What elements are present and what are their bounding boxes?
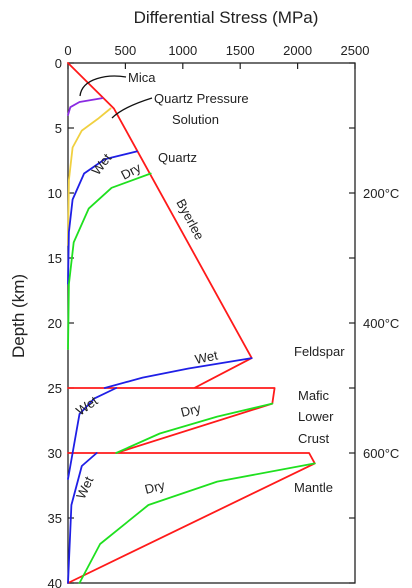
quartz-pressure-solution-leader-line <box>111 97 153 119</box>
y-tick-label: 20 <box>48 316 62 331</box>
annotation-label: Quartz Pressure <box>154 91 249 106</box>
annotation-label: Mica <box>128 70 156 85</box>
annotation-label: Mantle <box>294 480 333 495</box>
plot-area: 0 500 1000 1500 2000 2500 0 5 10 15 20 25 30 35 40 200°… <box>48 43 400 588</box>
series-line-blue <box>67 452 98 584</box>
annotation-label: Byerlee <box>173 196 207 242</box>
annotation-label: Dry <box>118 160 143 183</box>
y-tick-label: 10 <box>48 186 62 201</box>
annotation-label: Quartz <box>158 150 197 165</box>
x-tick-label: 2500 <box>341 43 370 58</box>
series-line-blue <box>67 387 118 480</box>
annotation-label: Wet <box>194 347 220 367</box>
x-tick-label: 1000 <box>168 43 197 58</box>
y-tick-label: 30 <box>48 446 62 461</box>
annotation-label: Crust <box>298 431 329 446</box>
y-tick-label: 5 <box>55 121 62 136</box>
mica-leader-line <box>79 75 127 97</box>
series-line-blue <box>103 357 253 389</box>
chart-title: Differential Stress (MPa) <box>134 8 319 27</box>
annotation-label: Feldspar <box>294 344 345 359</box>
series-line-green <box>67 172 152 350</box>
series-line-yellow <box>67 107 112 246</box>
series-line-red <box>67 62 316 584</box>
annotation-label: Dry <box>179 400 203 420</box>
series-line-green <box>78 462 316 584</box>
temperature-label: 400°C <box>363 316 399 331</box>
y-tick-label: 0 <box>55 56 62 71</box>
x-tick-label: 500 <box>115 43 137 58</box>
annotation-label: Wet <box>89 150 115 178</box>
annotation-label: Dry <box>143 477 167 497</box>
annotation-label: Lower <box>298 409 334 424</box>
temperature-label: 600°C <box>363 446 399 461</box>
temperature-label: 200°C <box>363 186 399 201</box>
series-line-purple <box>67 97 104 116</box>
plot-frame <box>67 62 356 584</box>
series-line-green <box>115 402 274 454</box>
annotation-label: Solution <box>172 112 219 127</box>
y-tick-label: 40 <box>48 576 62 588</box>
annotation-label: Wet <box>73 474 96 501</box>
y-tick-label: 15 <box>48 251 62 266</box>
x-tick-label: 2000 <box>283 43 312 58</box>
series-line-blue <box>67 150 138 285</box>
x-tick-label: 0 <box>64 43 71 58</box>
y-tick-label: 25 <box>48 381 62 396</box>
x-tick-label: 1500 <box>226 43 255 58</box>
y-axis-label: Depth (km) <box>9 274 28 358</box>
annotation-label: Mafic <box>298 388 330 403</box>
y-tick-label: 35 <box>48 511 62 526</box>
